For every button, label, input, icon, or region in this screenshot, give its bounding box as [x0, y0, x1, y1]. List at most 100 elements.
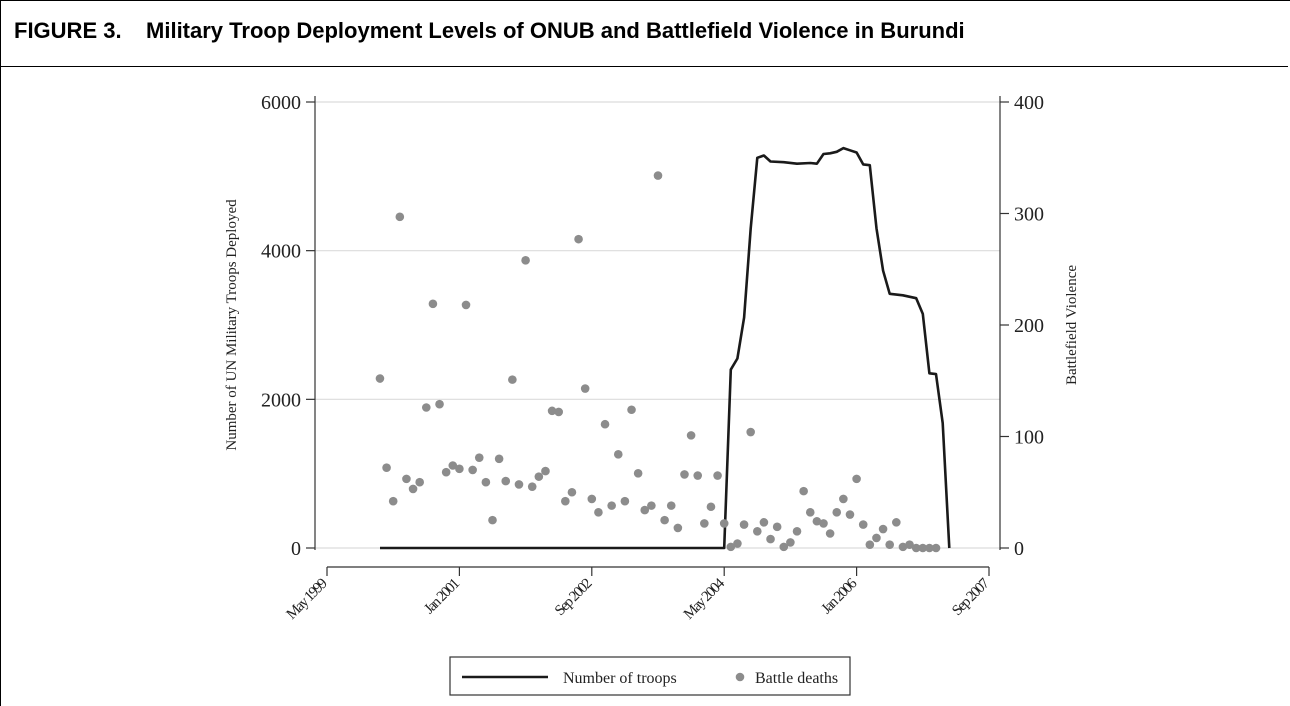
legend-label-battle-deaths: Battle deaths [755, 670, 838, 687]
battle-deaths-point [408, 484, 418, 494]
battle-deaths-point [375, 374, 385, 383]
battle-deaths-point [455, 464, 464, 474]
battle-deaths-point [805, 508, 815, 517]
y-axis-right-tick-label: 200 [1014, 315, 1044, 337]
battle-deaths-point [600, 419, 610, 429]
battle-deaths-point [739, 520, 749, 529]
battle-deaths-point [508, 375, 517, 384]
battle-deaths-point [594, 508, 603, 517]
battle-deaths-point [527, 482, 537, 491]
battle-deaths-point [799, 486, 808, 496]
battle-deaths-point [501, 476, 511, 486]
battle-deaths-point [428, 299, 438, 309]
series-layer [375, 146, 951, 553]
battle-deaths-point [574, 234, 583, 244]
battle-deaths-point [686, 431, 696, 440]
battle-deaths-point [474, 453, 484, 462]
battle-deaths-point [382, 463, 391, 473]
battle-deaths-point [872, 533, 881, 543]
y-axis-right-tick-label: 0 [1014, 538, 1024, 560]
battle-deaths-point [627, 405, 636, 415]
battle-deaths-point [441, 467, 451, 477]
battle-deaths-point [779, 542, 789, 552]
x-axis-tick-label: Sep 2002 [552, 576, 595, 619]
battle-deaths-point [905, 540, 914, 549]
battle-deaths-point [567, 487, 577, 497]
battle-deaths-point [607, 501, 616, 510]
battle-deaths-point [931, 543, 941, 553]
battle-deaths-point [673, 523, 683, 533]
battle-deaths-point [898, 542, 908, 552]
y-axis-right-tick-label: 100 [1014, 427, 1044, 449]
battle-deaths-point [726, 542, 736, 552]
y-axis-right-title: Battlefield Violence [1064, 265, 1080, 385]
battle-deaths-point [865, 540, 875, 549]
battle-deaths-point [878, 524, 888, 534]
x-axis-tick-label: May 1999 [284, 576, 331, 623]
battle-deaths-point [587, 494, 597, 504]
battle-deaths-point [719, 519, 729, 528]
y-axis-right-tick-label: 400 [1014, 92, 1044, 114]
battle-deaths-point [521, 256, 530, 265]
battle-deaths-point [402, 474, 411, 484]
battle-deaths-point [561, 496, 570, 506]
battle-deaths-point [839, 494, 848, 504]
battle-deaths-point [422, 403, 431, 412]
x-axis-tick-label: Sep 2007 [949, 575, 993, 619]
x-axis-tick-label: Jan 2006 [819, 575, 861, 617]
battle-deaths-point [666, 501, 676, 510]
y-axis-right-tick-label: 300 [1014, 204, 1044, 226]
battle-deaths-point [825, 529, 835, 538]
battle-deaths-point [620, 496, 630, 506]
battle-deaths-point [812, 516, 822, 526]
battle-deaths-point [653, 171, 663, 180]
battle-deaths-point [786, 538, 795, 547]
battle-deaths-point [892, 518, 901, 527]
battle-deaths-point [753, 526, 762, 536]
battle-deaths-point [746, 427, 755, 437]
battle-deaths-point [858, 520, 868, 529]
battle-deaths-point [693, 471, 703, 480]
battle-deaths-point [832, 508, 842, 517]
y-axis-left-tick-label: 2000 [261, 389, 301, 411]
battle-deaths-point [680, 470, 689, 479]
x-axis-tick-label: Jan 2001 [421, 576, 463, 618]
battle-deaths-point [845, 510, 855, 519]
battle-deaths-point [640, 505, 650, 515]
battle-deaths-point [580, 384, 590, 393]
battle-deaths-point [547, 406, 557, 416]
battle-deaths-point [468, 465, 477, 475]
battle-deaths-point [819, 519, 828, 528]
battle-deaths-point [541, 466, 550, 476]
battle-deaths-point [706, 502, 716, 512]
battle-deaths-point [918, 543, 928, 553]
figure-title: FIGURE 3. Military Troop Deployment Leve… [14, 18, 965, 43]
battle-deaths-point [766, 534, 775, 544]
x-axis-tick-label: May 2004 [681, 575, 729, 623]
battle-deaths-point [534, 472, 544, 481]
battle-deaths-point [911, 543, 921, 553]
battle-deaths-point [388, 496, 398, 506]
battle-deaths-point [613, 450, 623, 459]
battle-deaths-point [759, 518, 769, 527]
battle-deaths-point [852, 474, 861, 484]
battle-deaths-point [885, 540, 894, 549]
battle-deaths-point [700, 519, 709, 528]
battle-deaths-point [633, 468, 643, 478]
battle-deaths-point [647, 501, 656, 510]
legend-label-troops: Number of troops [563, 670, 677, 687]
battle-deaths-point [448, 461, 458, 470]
y-axis-left-tick-label: 4000 [261, 241, 301, 263]
battle-deaths-point [395, 212, 405, 222]
y-axis-left-tick-label: 0 [291, 538, 301, 560]
troops-line [380, 146, 951, 550]
battle-deaths-point [713, 471, 722, 480]
battle-deaths-point [554, 407, 563, 417]
legend: Number of troops Battle deaths [449, 656, 851, 696]
battle-deaths-point [435, 399, 444, 409]
y-axis-left-tick-label: 6000 [261, 92, 301, 114]
legend-dot-swatch [735, 672, 745, 682]
battle-deaths-point [461, 300, 471, 310]
